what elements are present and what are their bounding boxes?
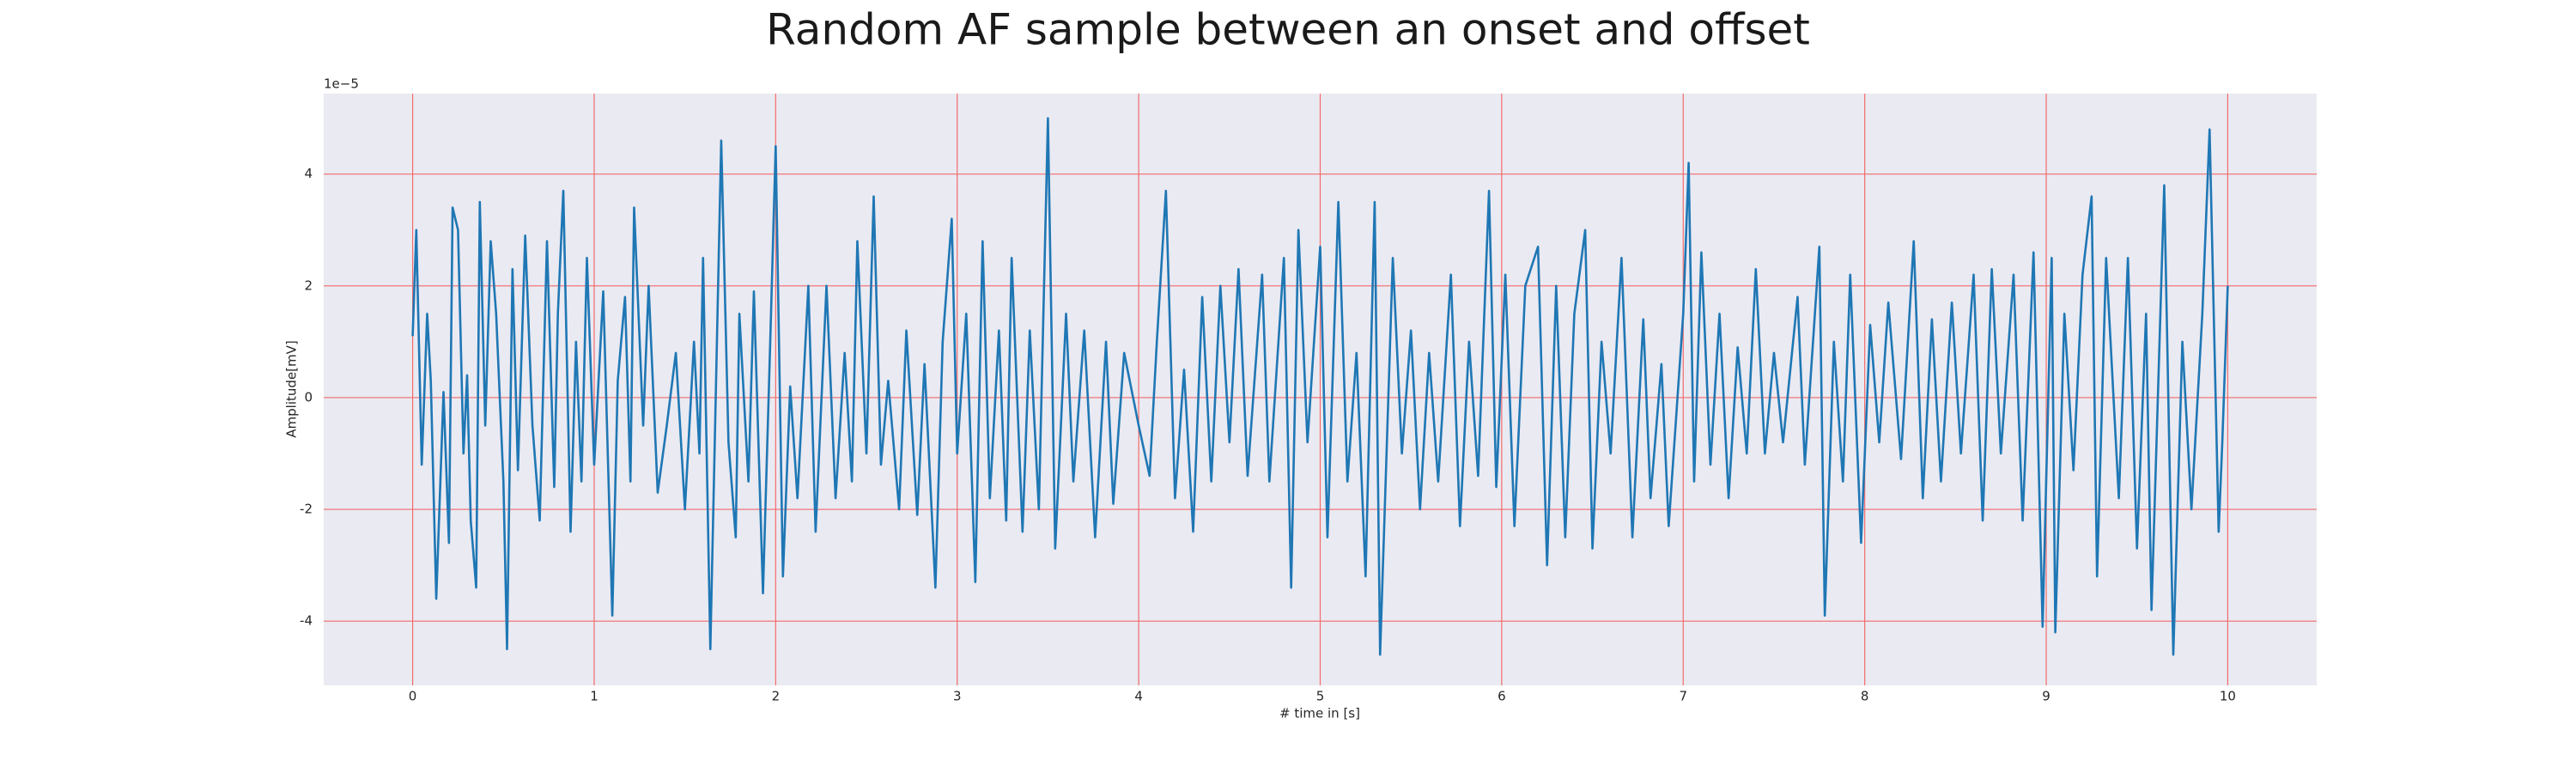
x-tick-label: 0 <box>409 689 417 704</box>
x-tick-label: 10 <box>2220 689 2236 704</box>
x-tick-label: 9 <box>2042 689 2050 704</box>
x-tick-label: 4 <box>1134 689 1143 704</box>
y-tick-label: 0 <box>304 389 313 405</box>
x-tick-label: 3 <box>953 689 962 704</box>
y-tick-label: 4 <box>304 166 313 181</box>
x-tick-label: 6 <box>1498 689 1506 704</box>
signal-line <box>411 117 2229 656</box>
y-tick-label: -2 <box>300 502 313 517</box>
x-tick-label: 8 <box>1861 689 1869 704</box>
y-tick-label: 2 <box>304 277 313 293</box>
x-tick-label: 5 <box>1316 689 1325 704</box>
chart-title: Random AF sample between an onset and of… <box>766 5 1810 55</box>
labels: 0 1 2 3 4 5 6 7 8 9 10 -4 -2 0 2 4 <box>300 166 2236 703</box>
x-axis-label: # time in [s] <box>1279 706 1360 721</box>
lines <box>411 117 2229 656</box>
x-tick-label: 7 <box>1679 689 1687 704</box>
y-tick-label: -4 <box>300 613 313 629</box>
x-tick-label: 2 <box>772 689 781 704</box>
y-axis-label: Amplitude[mV] <box>284 340 300 437</box>
x-tick-label: 1 <box>590 689 598 704</box>
y-offset-label: 1e−5 <box>324 76 359 92</box>
